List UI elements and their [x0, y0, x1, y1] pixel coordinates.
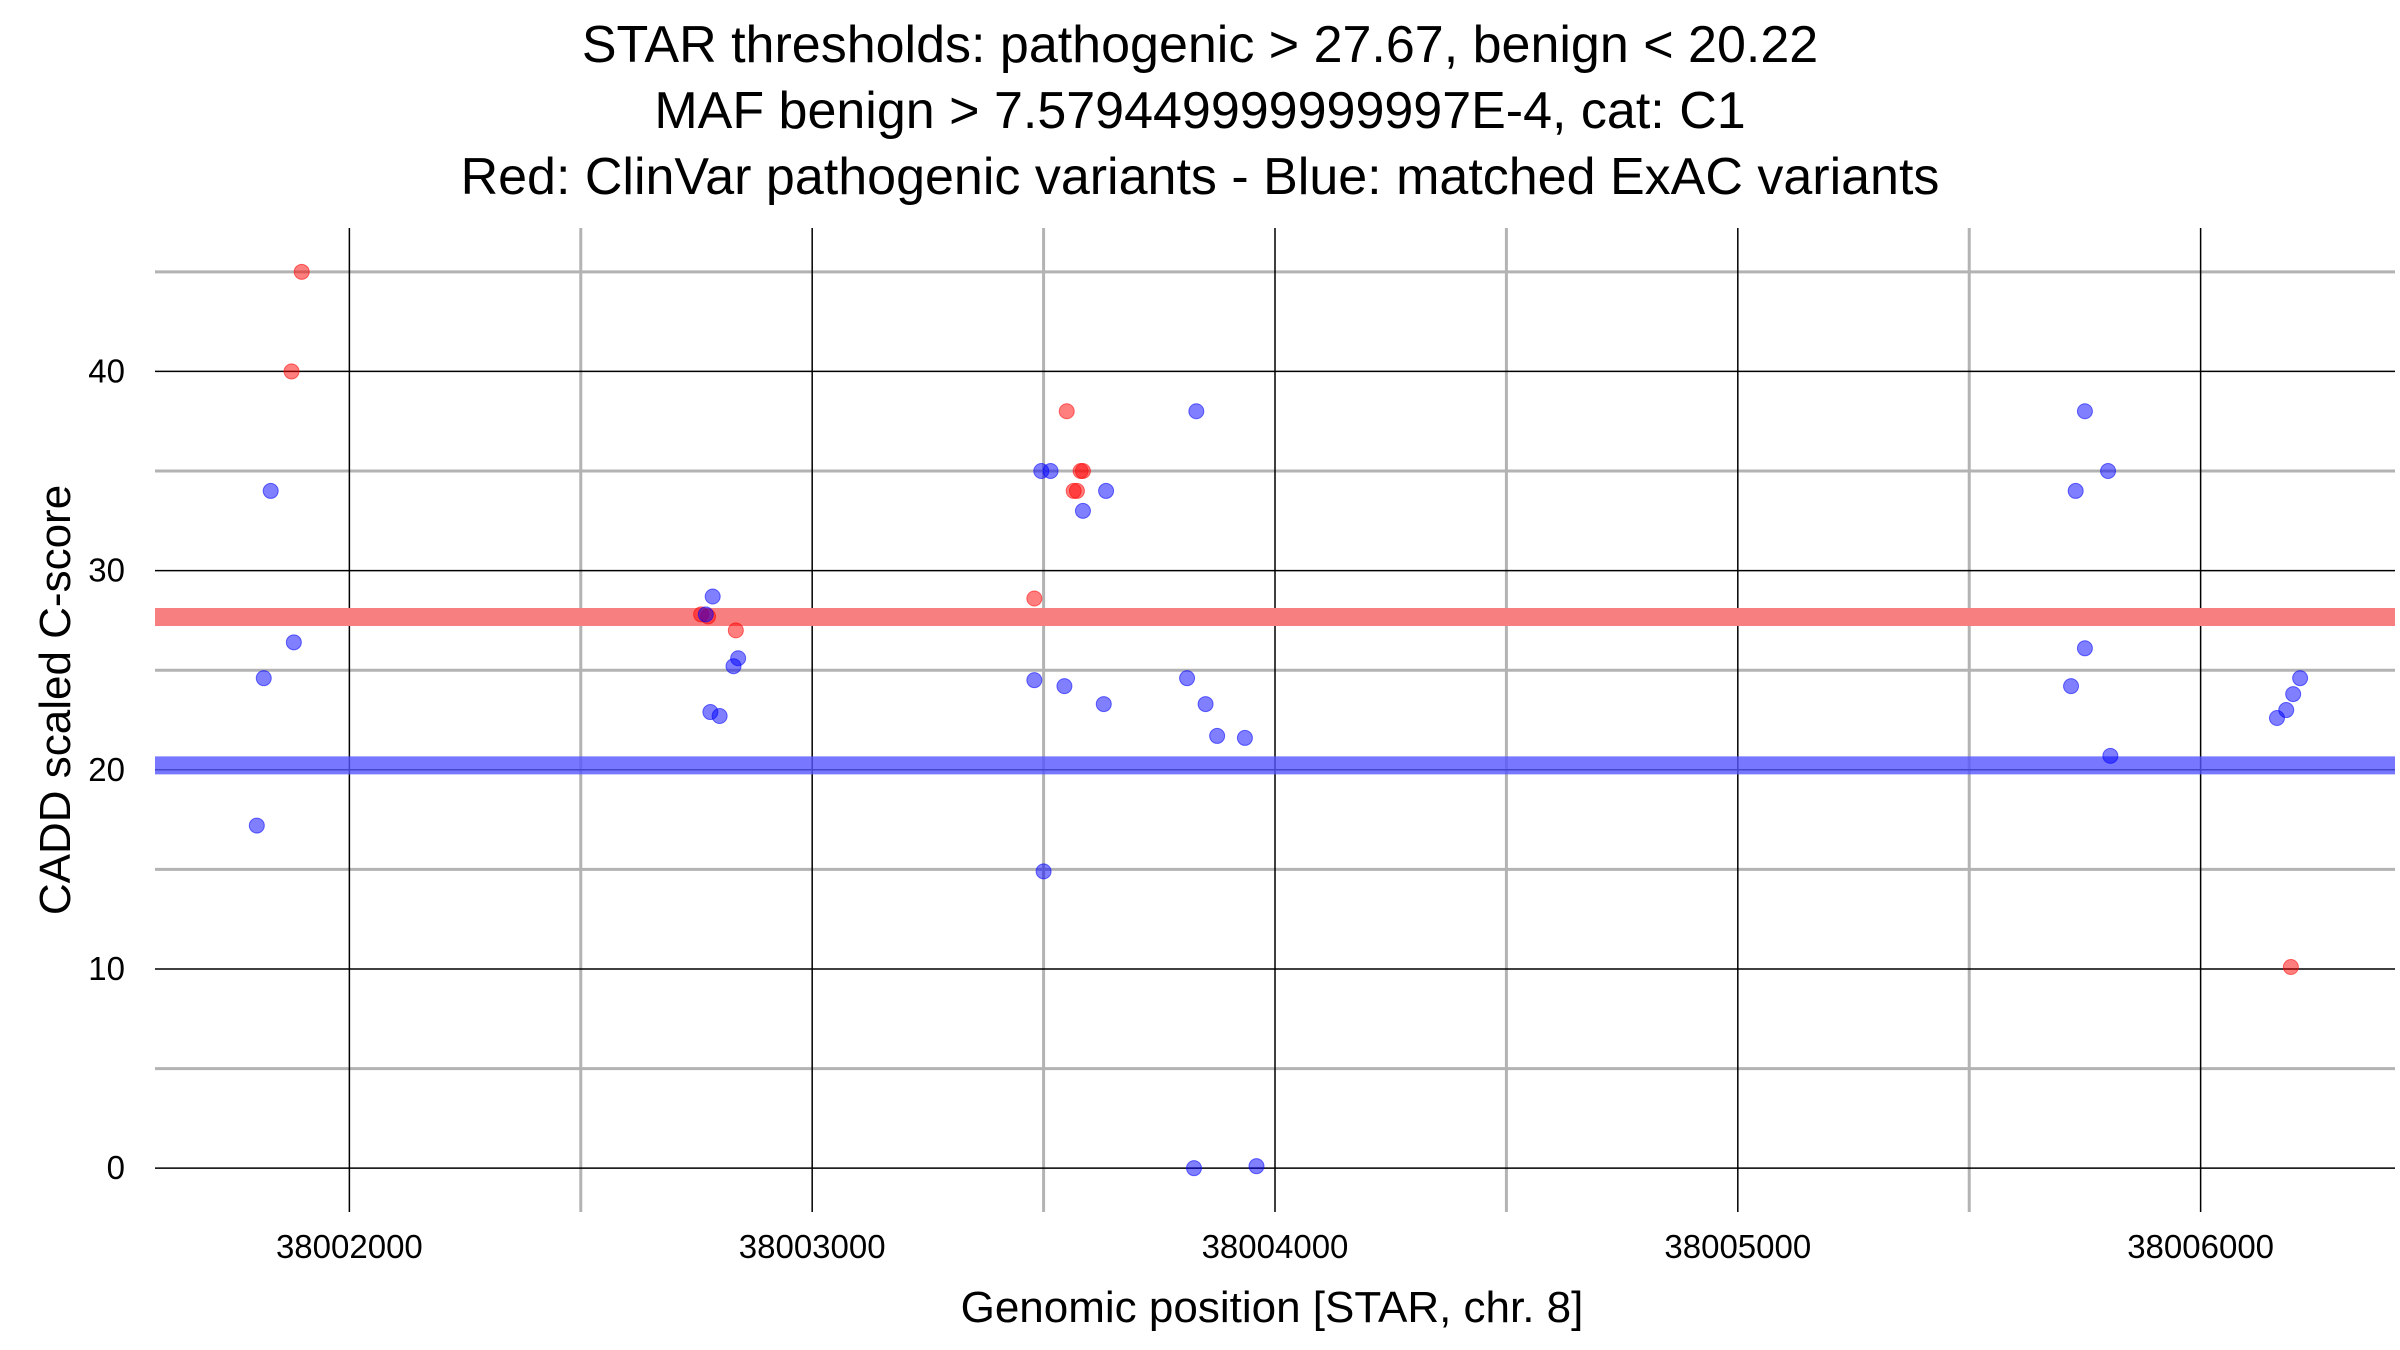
chart-title: STAR thresholds: pathogenic > 27.67, ben… [0, 12, 2400, 210]
clinvar-point [1058, 403, 1075, 420]
y-tick-label: 10 [88, 950, 125, 987]
clinvar-point [293, 263, 310, 280]
exac-point [1056, 678, 1073, 695]
exac-point [2100, 463, 2117, 480]
chart-title-line-2: MAF benign > 7.579449999999997E-4, cat: … [654, 82, 1746, 140]
grid-layer [155, 228, 2395, 1212]
exac-point [285, 634, 302, 651]
x-tick-label: 38002000 [276, 1228, 423, 1265]
chart-title-line-1: STAR thresholds: pathogenic > 27.67, ben… [581, 16, 1819, 74]
exac-point [2285, 686, 2302, 703]
clinvar-point [1074, 463, 1091, 480]
x-tick-label: 38006000 [2127, 1228, 2274, 1265]
exac-point [2076, 403, 2093, 420]
exac-point [2102, 747, 2119, 764]
x-axis-label: Genomic position [STAR, chr. 8] [961, 1283, 1584, 1332]
y-tick-label: 30 [88, 552, 125, 589]
exac-point [1236, 729, 1253, 746]
clinvar-point [1026, 590, 1043, 607]
exac-point [1074, 502, 1091, 519]
exac-point [2076, 640, 2093, 657]
exac-point [2292, 670, 2309, 687]
exac-point [1248, 1158, 1265, 1175]
exac-point [711, 708, 728, 725]
exac-point [725, 658, 742, 675]
y-tick-label: 20 [88, 751, 125, 788]
exac-point [2067, 482, 2084, 499]
clinvar-point [283, 363, 300, 380]
exac-point [262, 482, 279, 499]
exac-point [1026, 672, 1043, 689]
exac-point [1042, 463, 1059, 480]
exac-point [2063, 678, 2080, 695]
exac-point [1186, 1160, 1203, 1177]
threshold-layer [155, 608, 2395, 775]
clinvar-point [1068, 482, 1085, 499]
exac-point [1209, 727, 1226, 744]
exac-point [704, 588, 721, 605]
exac-point [1098, 482, 1115, 499]
y-axis-label: CADD scaled C-score [31, 485, 80, 915]
exac-point [1035, 863, 1052, 880]
exac-point [1095, 696, 1112, 713]
clinvar-point [2282, 958, 2299, 975]
clinvar-point [727, 622, 744, 639]
exac-point [2268, 710, 2285, 727]
exac-point [1197, 696, 1214, 713]
exac-point [1188, 403, 1205, 420]
x-tick-label: 38005000 [1664, 1228, 1811, 1265]
point-layer [248, 263, 2309, 1177]
exac-point [255, 670, 272, 687]
y-tick-label: 40 [88, 352, 125, 389]
exac-point [1179, 670, 1196, 687]
y-tick-label: 0 [107, 1149, 125, 1186]
chart-title-line-3: Red: ClinVar pathogenic variants - Blue:… [460, 148, 1940, 206]
exac-point [697, 606, 714, 623]
x-tick-label: 38004000 [1202, 1228, 1349, 1265]
exac-point [248, 817, 265, 834]
tick-layer: 0 10 20 30 40 38002000 38003000 38004000 3800500… [88, 352, 2274, 1265]
x-tick-label: 38003000 [739, 1228, 886, 1265]
